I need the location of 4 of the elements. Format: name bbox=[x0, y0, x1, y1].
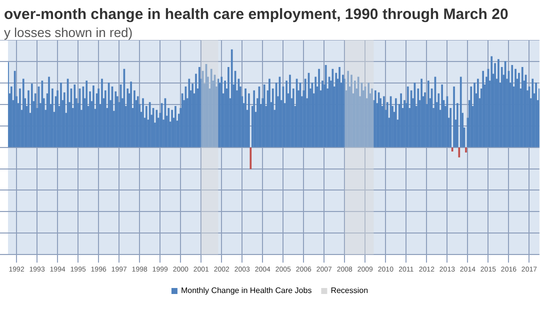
legend-label: Recession bbox=[330, 286, 368, 296]
chart-subtitle: y losses shown in red) bbox=[3, 24, 134, 40]
chart-title: over-month change in health care employment, 1990 through March 20 bbox=[3, 5, 510, 23]
legend-label: Monthly Change in Health Care Jobs bbox=[180, 286, 312, 296]
